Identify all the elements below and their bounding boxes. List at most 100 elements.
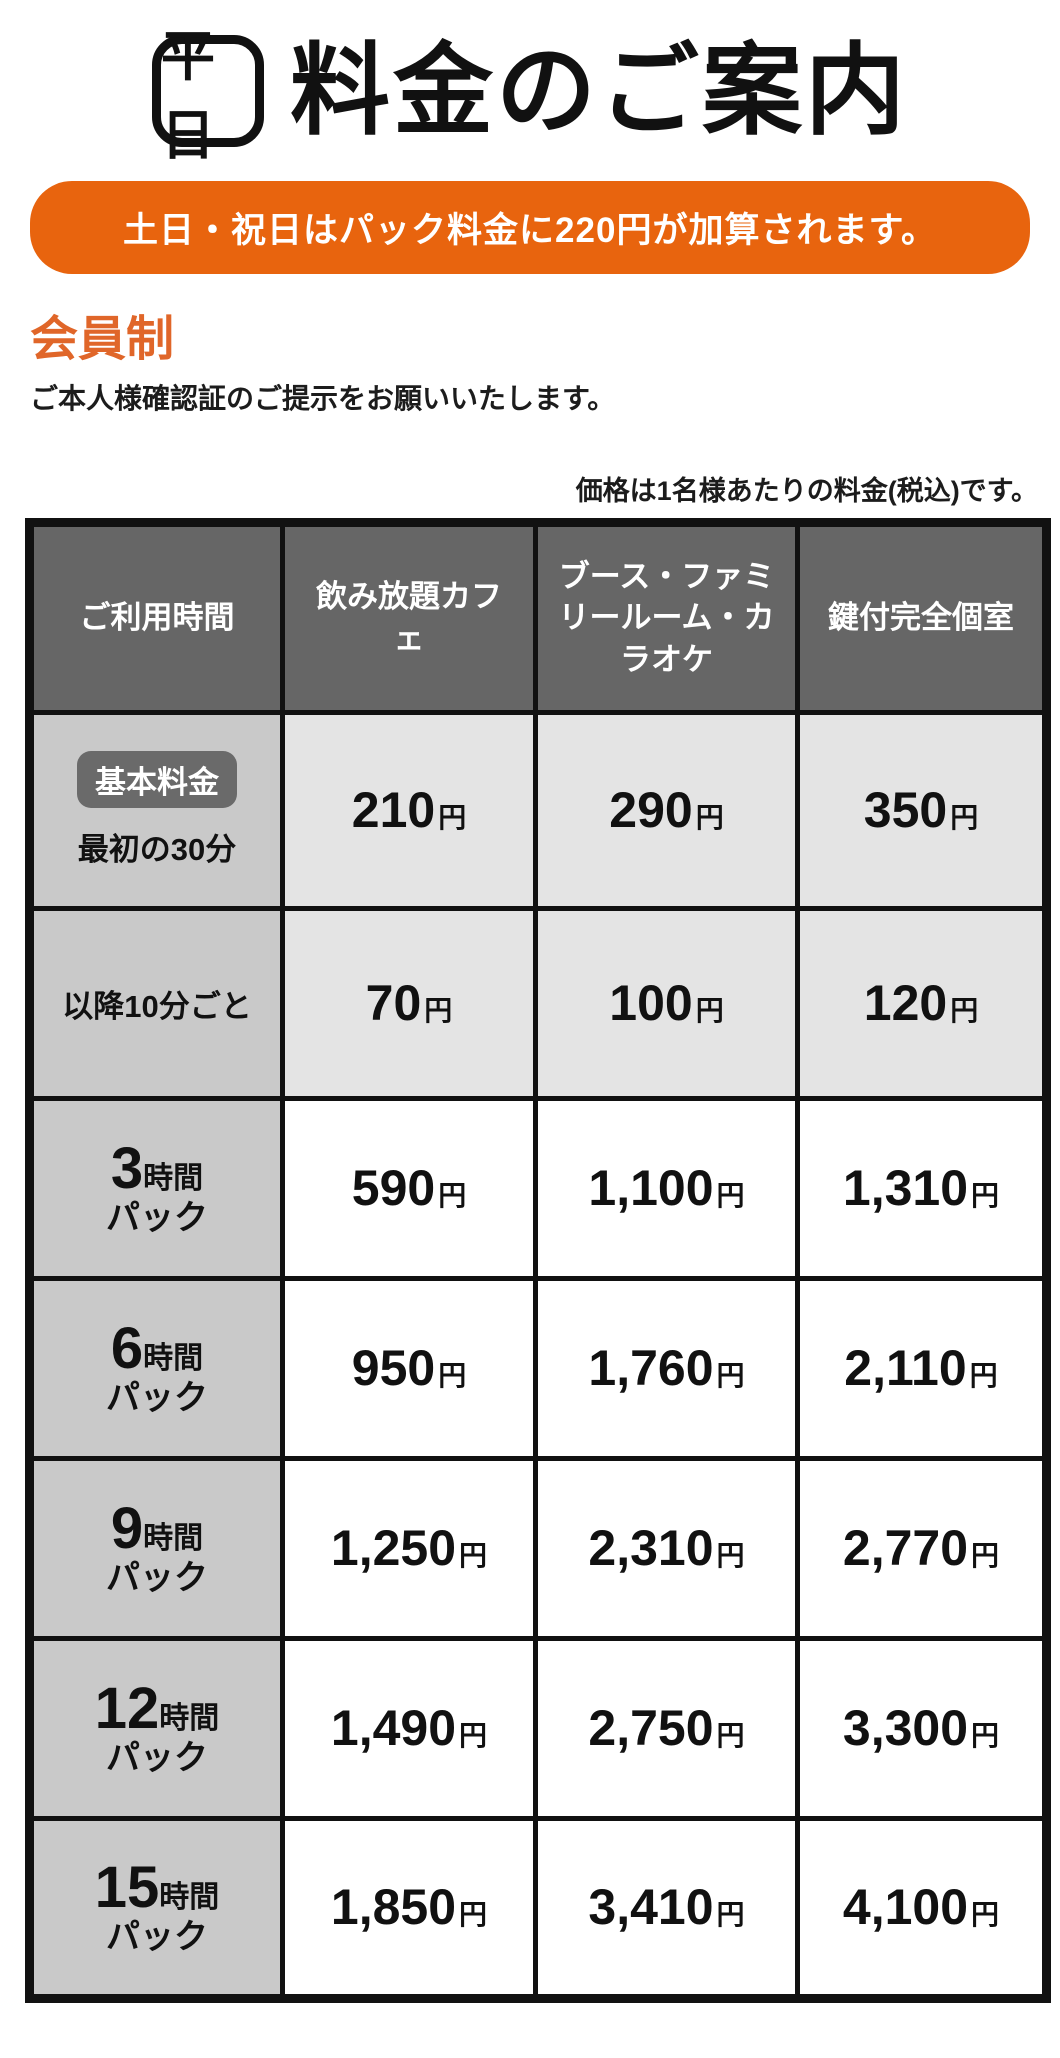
row-label-6h-pack: 6時間 パック: [27, 1275, 285, 1461]
row-label-per-10min: 以降10分ごと: [27, 905, 285, 1101]
pack-word: パック: [106, 1738, 208, 1777]
pack-word: パック: [106, 1198, 208, 1237]
yen-suffix: 円: [459, 1540, 488, 1572]
table-row-9h-pack: 9時間 パック 1,250 円 2,310 円 2,770 円: [27, 1455, 1049, 1641]
yen-suffix: 円: [716, 1720, 745, 1752]
price-cell: 1,760 円: [533, 1275, 800, 1461]
pack-hours-unit: 時間: [143, 1341, 204, 1375]
price-value: 1,250: [330, 1520, 457, 1577]
pack-hours: 9: [110, 1495, 144, 1561]
price-value: 950: [351, 1340, 436, 1397]
price-value: 1,850: [330, 1879, 457, 1936]
yen-suffix: 円: [438, 1360, 467, 1392]
row-label-basic-fee: 基本料金 最初の30分: [27, 709, 285, 911]
yen-suffix: 円: [950, 995, 979, 1027]
pricing-table-head: ご利用時間 飲み放題カフェ ブース・ファミリールーム・カラオケ 鍵付完全個室: [27, 519, 1049, 715]
per-person-tax-note: 価格は1名様あたりの料金(税込)です。: [575, 475, 1038, 506]
row-label-text: 以降10分ごと: [62, 988, 252, 1024]
price-value: 100: [609, 975, 693, 1032]
pack-word: パック: [106, 1917, 208, 1956]
yen-suffix: 円: [716, 1540, 745, 1572]
price-value: 590: [351, 1160, 436, 1217]
price-value: 3,410: [588, 1879, 714, 1936]
price-value: 70: [365, 975, 422, 1032]
pack-hours-unit: 時間: [159, 1880, 220, 1914]
price-value: 2,310: [588, 1520, 714, 1577]
yen-suffix: 円: [971, 1540, 1000, 1572]
membership-id-note: ご本人様確認証のご提示をお願いいたします。: [30, 382, 616, 414]
row-label-3h-pack: 3時間 パック: [27, 1095, 285, 1281]
pack-word: パック: [106, 1378, 208, 1417]
price-cell: 4,100 円: [795, 1815, 1049, 2001]
price-value: 120: [863, 975, 948, 1032]
price-cell: 3,300 円: [795, 1635, 1049, 1821]
pack-hours-unit: 時間: [143, 1521, 204, 1555]
pack-hours: 15: [94, 1854, 160, 1920]
price-value: 2,750: [588, 1700, 714, 1757]
price-cell: 350 円: [795, 709, 1049, 911]
yen-suffix: 円: [695, 802, 724, 834]
price-value: 1,490: [330, 1700, 457, 1757]
table-row-15h-pack: 15時間 パック 1,850 円 3,410 円 4,100 円: [27, 1815, 1049, 2001]
price-value: 3,300: [842, 1700, 969, 1757]
price-value: 1,760: [588, 1340, 714, 1397]
column-header-private-room: 鍵付完全個室: [795, 519, 1049, 715]
yen-suffix: 円: [459, 1899, 488, 1931]
yen-suffix: 円: [971, 1899, 1000, 1931]
page-title: 料金のご案内: [290, 34, 908, 147]
pack-hours-line: 15時間: [50, 1858, 264, 1917]
yen-suffix: 円: [716, 1360, 745, 1392]
column-header-drink-cafe: 飲み放題カフェ: [280, 519, 538, 715]
yen-suffix: 円: [438, 1180, 467, 1212]
pack-hours: 6: [110, 1315, 144, 1381]
page-header: 平日 料金のご案内: [0, 0, 1060, 166]
price-value: 290: [609, 782, 693, 839]
price-value: 2,770: [842, 1520, 969, 1577]
column-header-booth-family-karaoke: ブース・ファミリールーム・カラオケ: [533, 519, 800, 715]
price-cell: 210 円: [280, 709, 538, 911]
table-row-3h-pack: 3時間 パック 590 円 1,100 円 1,310 円: [27, 1095, 1049, 1281]
basic-fee-badge: 基本料金: [77, 751, 237, 809]
pack-hours-line: 3時間: [50, 1139, 264, 1198]
yen-suffix: 円: [969, 1360, 998, 1392]
pricing-table-body: 基本料金 最初の30分 210 円 290 円 350 円 以降10分ごと 70 円 1…: [27, 709, 1049, 2001]
yen-suffix: 円: [716, 1180, 745, 1212]
yen-suffix: 円: [950, 802, 979, 834]
price-guide-page: 平日 料金のご案内 土日・祝日はパック料金に220円が加算されます。 会員制 ご…: [0, 0, 1060, 2003]
membership-heading: 会員制: [30, 313, 175, 366]
pack-hours-unit: 時間: [143, 1161, 204, 1195]
row-label-9h-pack: 9時間 パック: [27, 1455, 285, 1641]
price-cell: 2,310 円: [533, 1455, 800, 1641]
yen-suffix: 円: [695, 995, 724, 1027]
pack-hours-line: 12時間: [50, 1679, 264, 1738]
pricing-table: ご利用時間 飲み放題カフェ ブース・ファミリールーム・カラオケ 鍵付完全個室 基…: [25, 517, 1051, 2003]
weekday-badge: 平日: [152, 27, 264, 166]
yen-suffix: 円: [424, 995, 453, 1027]
price-cell: 2,770 円: [795, 1455, 1049, 1641]
price-value: 2,110: [844, 1340, 967, 1397]
pack-hours: 12: [94, 1675, 160, 1741]
price-cell: 590 円: [280, 1095, 538, 1281]
pack-hours-unit: 時間: [159, 1701, 220, 1735]
column-header-usage-time: ご利用時間: [27, 519, 285, 715]
yen-suffix: 円: [716, 1899, 745, 1931]
price-cell: 1,310 円: [795, 1095, 1049, 1281]
pack-hours-line: 9時間: [50, 1499, 264, 1558]
pack-word: パック: [106, 1558, 208, 1597]
price-value: 210: [351, 782, 436, 839]
price-cell: 100 円: [533, 905, 800, 1101]
price-value: 1,100: [588, 1160, 714, 1217]
header-row: ご利用時間 飲み放題カフェ ブース・ファミリールーム・カラオケ 鍵付完全個室: [27, 519, 1049, 715]
yen-suffix: 円: [459, 1720, 488, 1752]
price-value: 350: [863, 782, 948, 839]
price-cell: 2,750 円: [533, 1635, 800, 1821]
row-label-15h-pack: 15時間 パック: [27, 1815, 285, 2001]
price-cell: 3,410 円: [533, 1815, 800, 2001]
price-cell: 950 円: [280, 1275, 538, 1461]
yen-suffix: 円: [971, 1180, 1000, 1212]
membership-section: 会員制 ご本人様確認証のご提示をお願いいたします。: [0, 313, 1060, 417]
table-row-basic-fee: 基本料金 最初の30分 210 円 290 円 350 円: [27, 709, 1049, 911]
price-cell: 1,250 円: [280, 1455, 538, 1641]
table-row-12h-pack: 12時間 パック 1,490 円 2,750 円 3,300 円: [27, 1635, 1049, 1821]
yen-suffix: 円: [971, 1720, 1000, 1752]
